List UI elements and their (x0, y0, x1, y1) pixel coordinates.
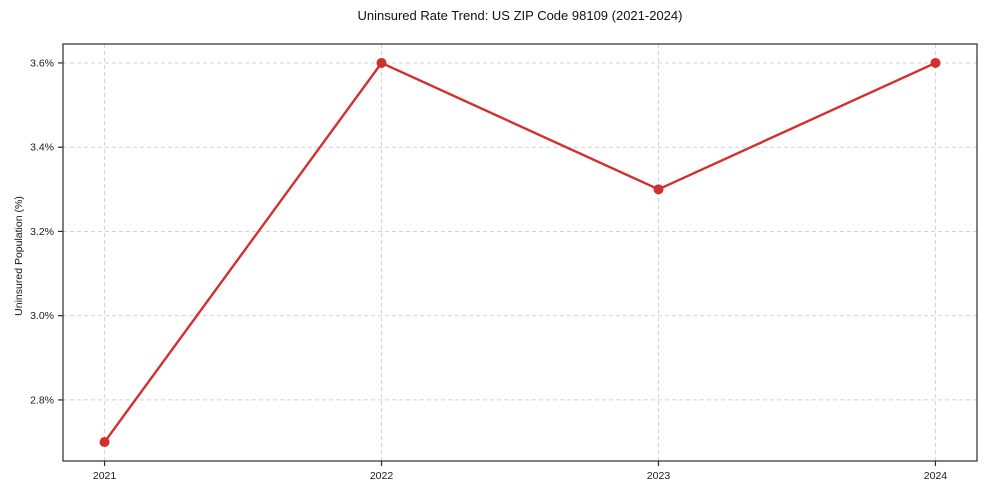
x-tick-label: 2023 (647, 470, 671, 482)
x-tick-label: 2022 (370, 470, 394, 482)
y-tick-label: 3.0% (30, 310, 54, 322)
y-tick-label: 2.8% (30, 394, 54, 406)
trend-line (103, 61, 937, 444)
data-point-2022 (376, 57, 387, 68)
y-tick-label: 3.6% (30, 57, 54, 69)
y-tick-label: 3.2% (30, 226, 54, 238)
x-tick-label: 2024 (924, 470, 948, 482)
x-tick-label: 2021 (93, 470, 117, 482)
data-point-2024 (930, 57, 941, 68)
y-axis-label-text: Uninsured Population (%) (13, 196, 25, 316)
y-tick-label: 3.4% (30, 142, 54, 154)
data-point-2023 (653, 184, 664, 195)
data-point-2021 (99, 437, 110, 448)
chart-title: Uninsured Rate Trend: US ZIP Code 98109 … (357, 8, 683, 23)
plot-border (62, 43, 978, 462)
